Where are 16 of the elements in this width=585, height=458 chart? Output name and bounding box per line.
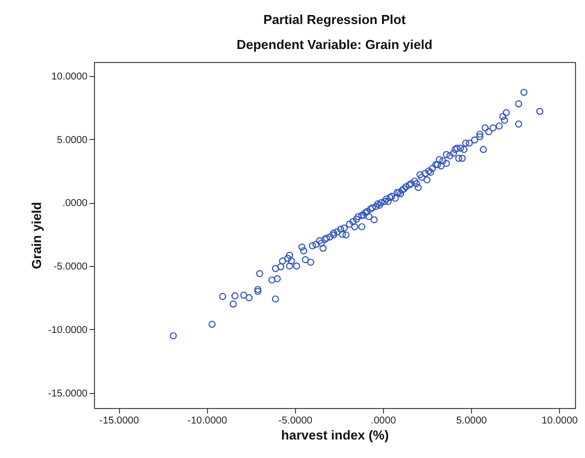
x-tick-label: -10.0000 [188, 416, 228, 426]
y-axis-title: Grain yield [29, 202, 44, 270]
y-tick-label: 10.0000 [51, 71, 88, 82]
y-tick-label: -10.0000 [48, 324, 88, 336]
x-tick-label: -15.0000 [99, 416, 140, 426]
y-tick-label: 5.0000 [56, 134, 88, 146]
x-tick-label: -5.0000 [278, 416, 313, 426]
y-tick-label: .0000 [62, 198, 88, 210]
y-tick-label: -15.0000 [48, 388, 88, 400]
x-axis-title: harvest index (%) [281, 428, 389, 442]
y-tick-label: -5.0000 [54, 262, 88, 273]
x-tick-label: .0000 [370, 416, 396, 426]
chart-subtitle: Dependent Variable: Grain yield [236, 37, 432, 52]
x-tick-label: 5.0000 [456, 416, 488, 426]
x-tick-label: 10.0000 [542, 416, 578, 426]
chart-title: Partial Regression Plot [263, 12, 406, 27]
